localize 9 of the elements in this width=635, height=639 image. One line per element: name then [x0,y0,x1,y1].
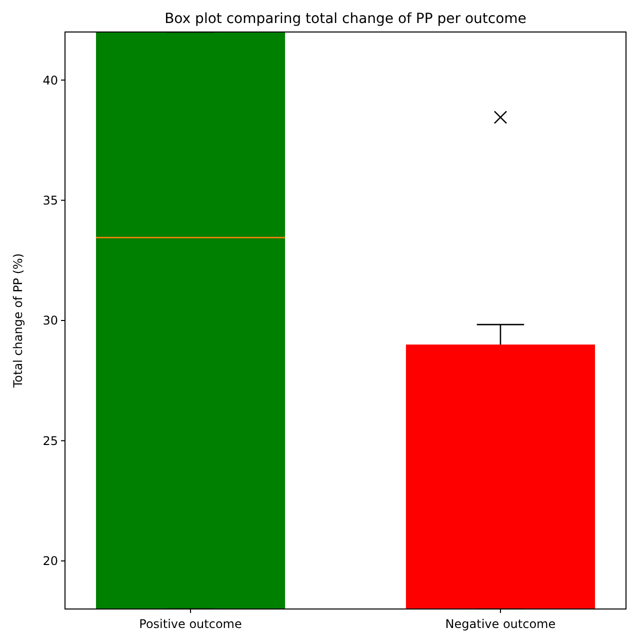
y-tick-label: 35 [42,193,58,208]
y-tick-label: 30 [42,314,58,328]
y-axis-title: Total change of PP (%) [11,253,25,389]
y-tick-label: 20 [42,554,58,568]
chart-title: Box plot comparing total change of PP per outcome [164,11,526,27]
x-tick-label: Positive outcome [139,617,242,631]
y-tick-label: 25 [42,434,58,448]
x-tick-label: Negative outcome [445,617,556,631]
y-tick-label: 40 [42,73,58,88]
